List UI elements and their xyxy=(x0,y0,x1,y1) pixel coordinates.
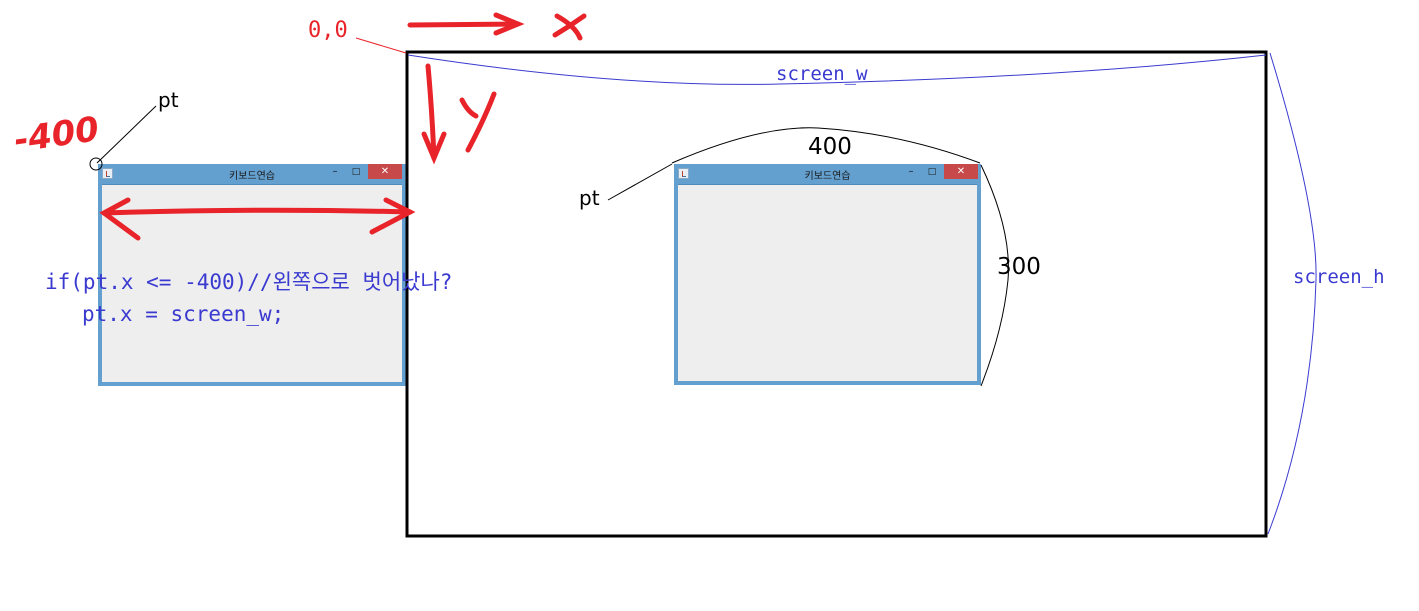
close-button[interactable]: ✕ xyxy=(944,164,978,179)
maximize-button[interactable]: □ xyxy=(927,167,937,177)
screen-w-label: screen_w xyxy=(776,63,868,85)
pt-label-left: pt xyxy=(158,88,179,112)
java-app-icon xyxy=(102,168,113,179)
screen-rect xyxy=(405,50,1268,538)
y-axis-arrow xyxy=(421,63,447,165)
y-axis-letter xyxy=(459,91,497,153)
right-window-titlebar[interactable]: 키보드연습 – □ ✕ xyxy=(674,164,981,184)
minimize-button[interactable]: – xyxy=(332,166,338,177)
height-300-label: 300 xyxy=(997,254,1041,280)
origin-leader-line xyxy=(355,37,407,54)
origin-label: 0,0 xyxy=(308,18,348,43)
screen-w-brace xyxy=(407,54,1267,85)
x-axis-arrow xyxy=(407,12,525,36)
pt-right-leader xyxy=(607,163,673,201)
width-400-brace xyxy=(671,127,981,164)
screen-h-label: screen_h xyxy=(1293,266,1385,288)
right-window-title: 키보드연습 xyxy=(804,171,851,182)
x-axis-letter xyxy=(552,13,587,41)
code-line-condition: if(pt.x <= -400)//왼쪽으로 벗어났나? xyxy=(45,270,453,294)
right-window: 키보드연습 – □ ✕ xyxy=(674,164,981,385)
right-window-content xyxy=(678,184,977,381)
width-400-label: 400 xyxy=(808,134,852,160)
code-line-assign: pt.x = screen_w; xyxy=(82,302,285,326)
maximize-button[interactable]: □ xyxy=(351,167,361,177)
height-300-brace xyxy=(980,164,1009,387)
screen-h-brace xyxy=(1267,52,1317,535)
left-window-content xyxy=(102,184,402,382)
left-window: 키보드연습 – □ ✕ xyxy=(98,164,406,386)
width-double-arrow xyxy=(99,197,416,241)
minimize-button[interactable]: – xyxy=(908,166,914,177)
pt-label-right: pt xyxy=(579,186,600,210)
java-app-icon xyxy=(678,168,689,179)
left-window-titlebar[interactable]: 키보드연습 – □ ✕ xyxy=(98,164,406,184)
close-button[interactable]: ✕ xyxy=(368,164,402,179)
left-window-title: 키보드연습 xyxy=(229,171,275,182)
pt-left-leader xyxy=(96,105,157,164)
pt-left-marker xyxy=(89,157,103,171)
